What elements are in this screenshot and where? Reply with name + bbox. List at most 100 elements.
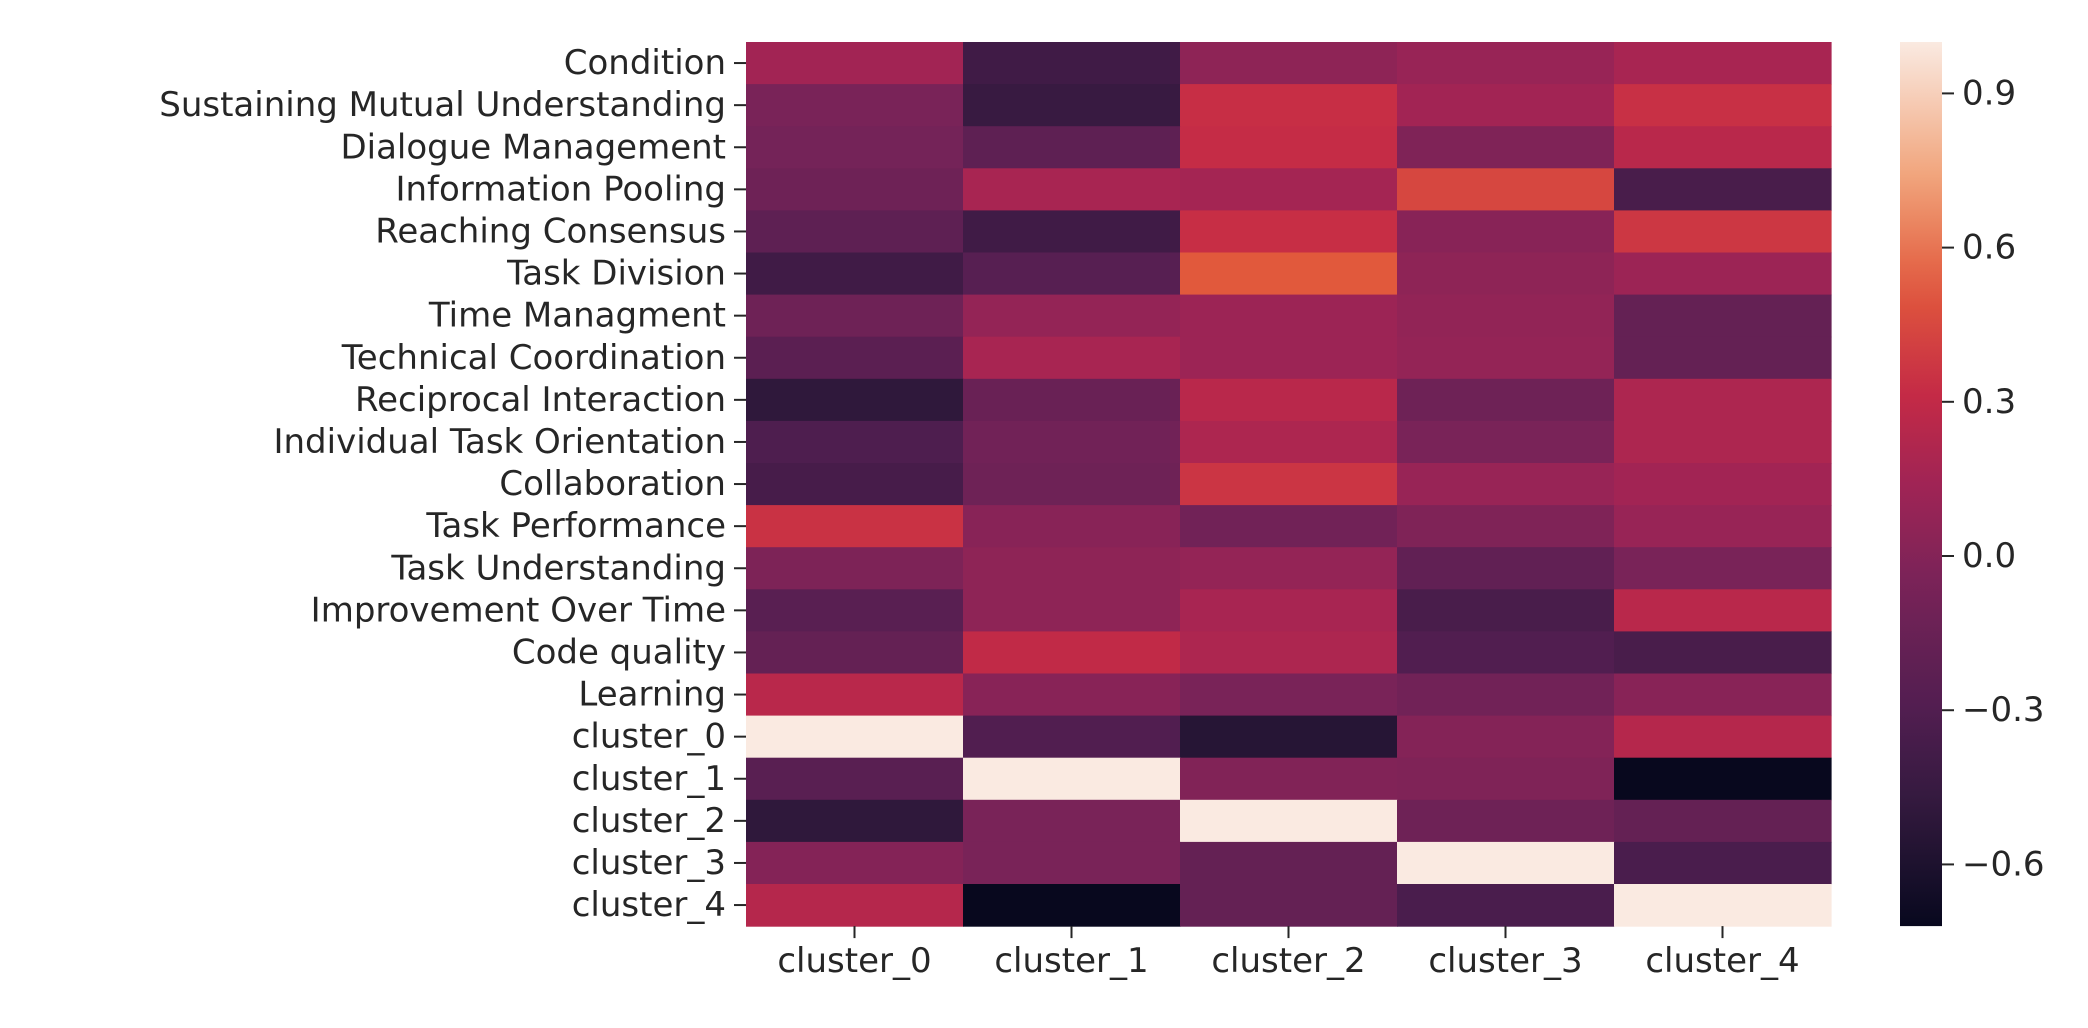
heatmap-cell (746, 757, 964, 801)
heatmap-cell (1397, 168, 1615, 211)
heatmap-cell (1614, 336, 1832, 380)
heatmap-cell (746, 631, 964, 675)
heatmap-cell (1397, 547, 1615, 590)
heatmap-cell (963, 84, 1181, 127)
heatmap-cell (1180, 294, 1398, 338)
heatmap-cell (963, 505, 1181, 548)
heatmap-cell (1614, 420, 1832, 464)
heatmap-cell (963, 547, 1181, 590)
heatmap-cell (963, 252, 1181, 296)
heatmap-cell (1397, 378, 1615, 422)
heatmap-cell (746, 84, 964, 127)
heatmap-cell (963, 378, 1181, 422)
heatmap-cell (1397, 84, 1615, 127)
heatmap-cell (1614, 589, 1832, 632)
heatmap-cell (1397, 126, 1615, 169)
row-label: Learning (578, 675, 726, 715)
row-label: Reciprocal Interaction (355, 380, 726, 420)
row-label: Reaching Consensus (375, 211, 726, 251)
colorbar-gradient (1900, 42, 1942, 927)
heatmap-cell (963, 631, 1181, 675)
heatmap-cell (1180, 505, 1398, 548)
heatmap-cell (1180, 463, 1398, 506)
heatmap-cell (746, 884, 964, 927)
heatmap-cell (1397, 420, 1615, 464)
heatmap-cell (1614, 884, 1832, 927)
heatmap-cell (963, 126, 1181, 169)
heatmap-cell (1397, 631, 1615, 675)
row-label: Technical Coordination (341, 338, 726, 378)
heatmap-cell (1397, 589, 1615, 632)
heatmap-cell (1397, 884, 1615, 927)
heatmap-cell (1180, 378, 1398, 422)
heatmap-cell (1180, 252, 1398, 296)
heatmap-cell (746, 715, 964, 759)
heatmap-cell (1180, 168, 1398, 211)
heatmap-cell (1180, 757, 1398, 801)
heatmap-cell (1180, 336, 1398, 380)
heatmap-cell (1397, 673, 1615, 717)
row-label: cluster_1 (572, 759, 726, 799)
heatmap-cell (1397, 210, 1615, 254)
column-label: cluster_4 (1645, 941, 1799, 981)
heatmap-cell (963, 210, 1181, 254)
heatmap-cell (963, 336, 1181, 380)
heatmap-cell (1614, 757, 1832, 801)
heatmap-cell (1614, 631, 1832, 675)
row-label: Task Division (506, 254, 726, 294)
heatmap-cell (1180, 420, 1398, 464)
heatmap-cell (1397, 336, 1615, 380)
row-label: Information Pooling (395, 169, 726, 209)
heatmap-cell (1397, 294, 1615, 338)
heatmap-cell (1180, 210, 1398, 254)
row-label: Dialogue Management (340, 127, 726, 167)
heatmap-cell (1397, 42, 1615, 85)
colorbar-tick-label: −0.3 (1962, 690, 2045, 730)
heatmap-cell (1397, 252, 1615, 296)
heatmap-cell (746, 294, 964, 338)
heatmap-cell (1180, 841, 1398, 885)
row-label: Time Managment (428, 296, 726, 336)
heatmap-cell (963, 715, 1181, 759)
column-label: cluster_1 (994, 941, 1148, 981)
heatmap-cell (746, 505, 964, 548)
heatmap-cell (963, 757, 1181, 801)
heatmap-cell (746, 799, 964, 843)
row-label: Task Understanding (390, 548, 726, 588)
heatmap-cell (1614, 799, 1832, 843)
column-label: cluster_3 (1428, 941, 1582, 981)
heatmap-cell (746, 210, 964, 254)
heatmap-cell (1614, 252, 1832, 296)
column-label: cluster_2 (1211, 941, 1365, 981)
heatmap-cells (746, 42, 1832, 927)
heatmap-cell (1614, 294, 1832, 338)
heatmap-cell (1614, 210, 1832, 254)
row-label: Collaboration (499, 464, 726, 504)
heatmap-cell (1614, 84, 1832, 127)
heatmap-cell (1614, 505, 1832, 548)
colorbar: 0.9 0.6 0.3 0.0 −0.3 −0.6 (1900, 42, 2045, 927)
colorbar-tick-label: 0.9 (1962, 73, 2016, 113)
colorbar-tick-label: 0.6 (1962, 228, 2016, 268)
heatmap-cell (1180, 589, 1398, 632)
heatmap-cell (1180, 715, 1398, 759)
heatmap-cell (1180, 126, 1398, 169)
heatmap-cell (1614, 168, 1832, 211)
heatmap-cell (1180, 884, 1398, 927)
heatmap-cell (746, 841, 964, 885)
row-label: cluster_0 (572, 717, 726, 757)
heatmap-cell (963, 168, 1181, 211)
heatmap-cell (1614, 42, 1832, 85)
heatmap-cell (746, 168, 964, 211)
row-label: Task Performance (425, 506, 726, 546)
row-label: cluster_2 (572, 801, 726, 841)
heatmap-cell (1180, 42, 1398, 85)
colorbar-tick-label: −0.6 (1962, 844, 2045, 884)
heatmap-cell (963, 589, 1181, 632)
heatmap-cell (963, 799, 1181, 843)
heatmap-cell (1614, 547, 1832, 590)
heatmap-cell (1397, 463, 1615, 506)
heatmap-cell (746, 336, 964, 380)
